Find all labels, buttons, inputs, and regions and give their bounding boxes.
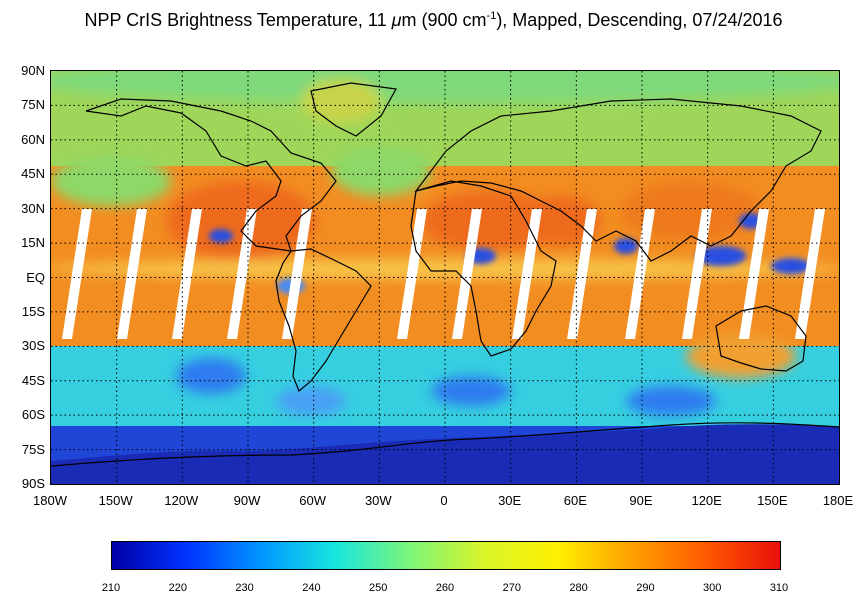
latitude-label: 30S <box>21 338 45 354</box>
colorbar-tick-label: 280 <box>569 582 588 594</box>
latitude-label: 90N <box>21 63 45 78</box>
swath-gap <box>567 209 597 339</box>
colorbar-tick-label: 250 <box>369 582 388 594</box>
graticule <box>51 71 839 484</box>
swath-gap <box>625 209 655 339</box>
longitude-label: 150E <box>757 493 788 508</box>
temperature-colorbar <box>111 541 781 570</box>
title-mu: μ <box>391 10 402 30</box>
map-canvas <box>51 71 839 484</box>
australia-warm <box>686 334 796 378</box>
colorbar-tick-label: 290 <box>636 582 655 594</box>
convective-cloud-central-america <box>209 229 233 243</box>
swath-gap <box>739 209 769 339</box>
title-superscript: -1 <box>486 10 497 22</box>
swath-gap <box>282 209 312 339</box>
convective-cloud-india <box>614 238 638 254</box>
north-pacific-cool <box>51 156 171 206</box>
latitude-label: 45S <box>21 372 45 388</box>
title-suffix: ), Mapped, Descending, 07/24/2016 <box>496 10 783 30</box>
swath-gap <box>512 209 542 339</box>
swath-gap <box>62 209 92 339</box>
coastline-north-america <box>85 98 337 252</box>
map-title: NPP CrIS Brightness Temperature, 11 μm (… <box>0 10 867 31</box>
coastline-eurasia <box>414 98 822 262</box>
latitude-label: 15N <box>21 235 45 251</box>
longitude-label: 120E <box>691 493 722 508</box>
latitude-label: EQ <box>26 269 45 285</box>
swath-gap <box>452 209 482 339</box>
arabia-hot <box>521 196 601 246</box>
longitude-label: 30E <box>498 493 522 508</box>
sahara-hot <box>421 191 561 251</box>
coastline-south-america <box>275 248 372 392</box>
longitude-label: 60W <box>299 493 327 508</box>
coastlines <box>51 82 839 467</box>
coastline-africa <box>410 180 557 357</box>
south-ocean-storm-3 <box>626 386 716 416</box>
south-ocean-storm-1 <box>176 358 246 394</box>
colorbar-tick-label: 270 <box>502 582 521 594</box>
longitude-label: 60E <box>563 493 587 508</box>
latitude-label: 90S <box>21 476 45 491</box>
title-prefix: NPP CrIS Brightness Temperature, 11 <box>84 10 392 30</box>
longitude-label: 90W <box>233 493 261 508</box>
latitude-label: 15S <box>21 303 45 319</box>
longitude-label: 120W <box>164 493 199 508</box>
north-atlantic-cool <box>331 146 431 196</box>
latitude-label: 30N <box>21 200 45 216</box>
longitude-label: 180E <box>822 493 854 508</box>
colorbar-tick-label: 220 <box>168 582 187 594</box>
swath-gap <box>682 209 712 339</box>
latitude-label: 60S <box>21 407 45 423</box>
greenland-warm-patch <box>301 79 381 123</box>
colorbar-tick-label: 230 <box>235 582 254 594</box>
swath-gap <box>397 209 427 339</box>
convective-cloud-maritime-continent <box>696 246 746 266</box>
swath-gap <box>795 209 825 339</box>
brightness-temperature-map <box>50 70 840 485</box>
longitude-label: 30W <box>364 493 392 508</box>
latitude-label: 75N <box>21 97 45 113</box>
colorbar-tick-label: 300 <box>703 582 722 594</box>
south-ocean-storm-2 <box>431 376 511 406</box>
north-america-hot <box>166 181 316 261</box>
latitude-label: 75S <box>21 441 45 457</box>
colorbar-tick-label: 210 <box>101 582 121 594</box>
swath-gap <box>172 209 202 339</box>
latitude-label: 45N <box>21 166 45 182</box>
latitude-label: 60N <box>21 131 45 147</box>
south-ocean-storm-4 <box>276 386 346 416</box>
convective-cloud-pacific <box>771 258 811 274</box>
colorbar-tick-label: 240 <box>302 582 321 594</box>
colorbar-tick-label: 310 <box>769 582 789 594</box>
swath-gap <box>117 209 147 339</box>
coastline-greenland <box>310 82 397 137</box>
colorbar-tick-label: 260 <box>435 582 455 594</box>
longitude-label: 150W <box>98 493 133 508</box>
asia-hot <box>621 181 761 241</box>
longitude-label: 0 <box>440 493 448 508</box>
longitude-label: 180W <box>33 493 67 508</box>
coastline-antarctica <box>51 422 839 467</box>
swath-gap <box>227 209 257 339</box>
longitude-label: 90E <box>629 493 653 508</box>
coastline-australia <box>715 305 807 372</box>
title-unit: m (900 cm <box>401 10 487 30</box>
swath-gaps <box>62 209 825 339</box>
